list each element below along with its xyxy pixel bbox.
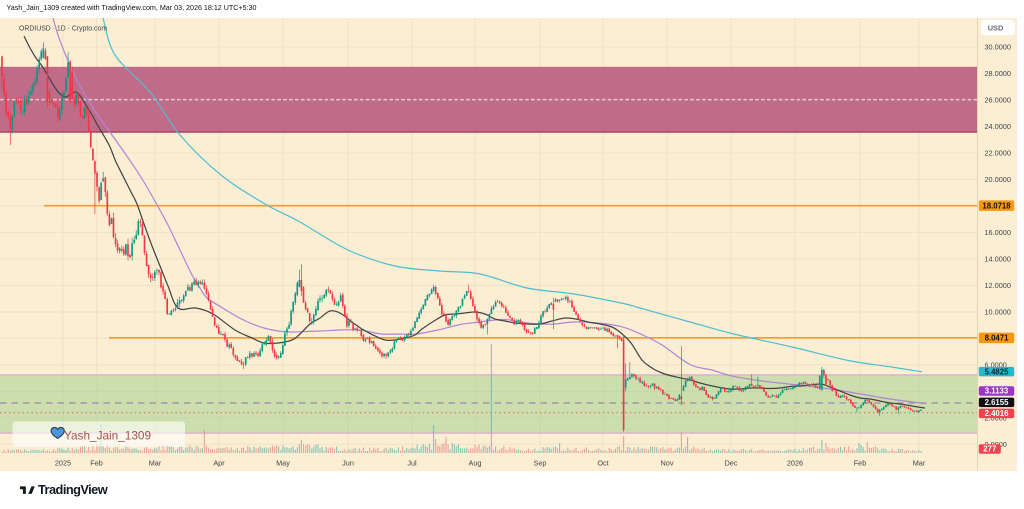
svg-text:3.1133: 3.1133 — [985, 387, 1009, 396]
svg-text:26.0000: 26.0000 — [985, 96, 1011, 105]
svg-text:USD: USD — [988, 23, 1004, 32]
svg-text:12.0000: 12.0000 — [985, 281, 1011, 290]
svg-text:May: May — [276, 459, 290, 468]
svg-text:28.0000: 28.0000 — [985, 69, 1011, 78]
svg-text:20.0000: 20.0000 — [985, 175, 1011, 184]
svg-text:Jun: Jun — [342, 459, 354, 468]
svg-text:24.0000: 24.0000 — [985, 122, 1011, 131]
svg-text:Sep: Sep — [534, 459, 547, 468]
svg-text:Mar: Mar — [149, 459, 162, 468]
svg-text:Nov: Nov — [661, 459, 674, 468]
svg-text:Aug: Aug — [469, 459, 482, 468]
svg-text:Dec: Dec — [725, 459, 738, 468]
svg-text:16.0000: 16.0000 — [985, 228, 1011, 237]
svg-text:8.0471: 8.0471 — [985, 334, 1010, 343]
svg-text:2025: 2025 — [55, 459, 71, 468]
svg-text:Jul: Jul — [407, 459, 417, 468]
svg-text:277: 277 — [983, 445, 996, 454]
svg-text:5.4825: 5.4825 — [985, 367, 1010, 376]
svg-text:Yash_Jain_1309: Yash_Jain_1309 — [64, 429, 151, 443]
svg-text:10.0000: 10.0000 — [985, 308, 1011, 317]
svg-text:2026: 2026 — [787, 459, 803, 468]
svg-text:2.6155: 2.6155 — [985, 398, 1010, 407]
svg-text:Oct: Oct — [597, 459, 608, 468]
svg-text:ORDIUSD · 1D · Crypto.com: ORDIUSD · 1D · Crypto.com — [19, 26, 107, 33]
svg-text:Mar: Mar — [913, 459, 926, 468]
svg-text:18.0718: 18.0718 — [982, 201, 1011, 210]
svg-text:Feb: Feb — [854, 459, 867, 468]
svg-text:22.0000: 22.0000 — [985, 149, 1011, 158]
svg-text:Apr: Apr — [213, 459, 225, 468]
svg-text:2.4016: 2.4016 — [985, 409, 1010, 418]
svg-text:6.0000: 6.0000 — [985, 361, 1007, 370]
svg-text:Feb: Feb — [90, 459, 103, 468]
svg-text:30.0000: 30.0000 — [985, 43, 1011, 52]
svg-text:14.0000: 14.0000 — [985, 255, 1011, 264]
